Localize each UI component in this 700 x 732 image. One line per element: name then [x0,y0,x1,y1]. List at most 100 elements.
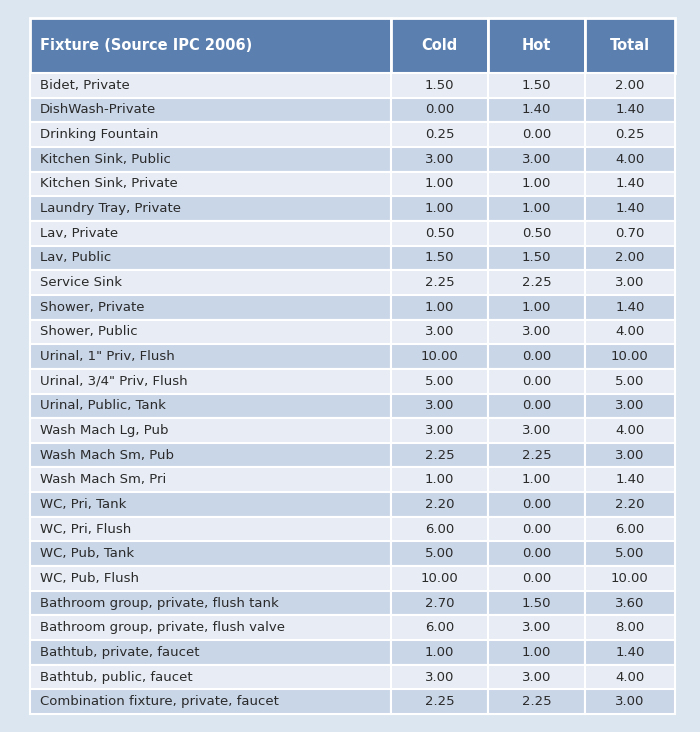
Text: 1.50: 1.50 [522,79,551,92]
Bar [584,147,675,171]
Text: Lav, Private: Lav, Private [40,227,118,240]
Bar [584,468,675,492]
Bar [584,665,675,690]
Bar [391,616,488,640]
Text: Lav, Public: Lav, Public [40,251,111,264]
Bar [584,344,675,369]
Bar [30,394,391,418]
Text: 0.00: 0.00 [522,498,551,511]
Bar [30,640,391,665]
Text: 0.00: 0.00 [522,350,551,363]
Bar [584,443,675,468]
Text: Hot: Hot [522,38,551,53]
Text: 8.00: 8.00 [615,621,645,634]
Text: 1.40: 1.40 [522,103,551,116]
Text: Drinking Fountain: Drinking Fountain [40,128,158,141]
Bar [391,566,488,591]
Text: 1.00: 1.00 [522,474,551,486]
Bar [584,73,675,97]
Bar [584,418,675,443]
Bar [584,566,675,591]
Text: Shower, Private: Shower, Private [40,301,144,314]
Text: 10.00: 10.00 [421,572,458,585]
Bar [391,369,488,394]
Bar [391,394,488,418]
Bar [584,369,675,394]
Bar [391,690,488,714]
Bar [391,665,488,690]
Bar [391,443,488,468]
Text: 0.50: 0.50 [425,227,454,240]
Text: 3.00: 3.00 [425,424,454,437]
Bar [30,73,391,97]
Text: 2.20: 2.20 [615,498,645,511]
Bar [488,690,584,714]
Text: Wash Mach Lg, Pub: Wash Mach Lg, Pub [40,424,169,437]
Bar [584,245,675,270]
Text: 4.00: 4.00 [615,153,645,165]
Bar [488,566,584,591]
Bar [584,616,675,640]
Text: Urinal, 3/4" Priv, Flush: Urinal, 3/4" Priv, Flush [40,375,188,388]
Text: 1.00: 1.00 [425,202,454,215]
Bar [488,591,584,616]
Bar [391,171,488,196]
Bar [584,270,675,295]
Bar [488,295,584,320]
Bar [30,492,391,517]
Bar [488,344,584,369]
Bar [488,97,584,122]
Bar [391,418,488,443]
Bar [488,640,584,665]
Bar [30,468,391,492]
Text: 2.25: 2.25 [425,695,454,708]
Text: 0.00: 0.00 [522,128,551,141]
Text: 0.00: 0.00 [522,572,551,585]
Text: 2.25: 2.25 [522,276,551,289]
Bar [488,147,584,171]
Text: Wash Mach Sm, Pub: Wash Mach Sm, Pub [40,449,174,462]
Text: WC, Pub, Flush: WC, Pub, Flush [40,572,139,585]
Bar [584,171,675,196]
Bar [391,640,488,665]
Bar [488,73,584,97]
Text: 3.60: 3.60 [615,597,645,610]
Text: Urinal, 1" Priv, Flush: Urinal, 1" Priv, Flush [40,350,175,363]
Bar [30,295,391,320]
Text: Wash Mach Sm, Pri: Wash Mach Sm, Pri [40,474,167,486]
Text: Shower, Public: Shower, Public [40,325,138,338]
Text: 4.00: 4.00 [615,671,645,684]
Bar [488,443,584,468]
Text: Laundry Tray, Private: Laundry Tray, Private [40,202,181,215]
Text: 2.00: 2.00 [615,251,645,264]
Text: 5.00: 5.00 [425,375,454,388]
Text: 3.00: 3.00 [522,153,551,165]
Bar [584,690,675,714]
Bar [391,492,488,517]
Bar [584,320,675,344]
Text: 0.00: 0.00 [522,375,551,388]
Bar [30,344,391,369]
Text: 6.00: 6.00 [425,621,454,634]
Bar [391,18,488,73]
Text: 3.00: 3.00 [615,276,645,289]
Bar [30,221,391,245]
Text: 2.70: 2.70 [425,597,454,610]
Bar [30,270,391,295]
Text: DishWash-Private: DishWash-Private [40,103,156,116]
Text: 2.00: 2.00 [615,79,645,92]
Text: 0.25: 0.25 [425,128,454,141]
Text: 2.25: 2.25 [522,449,551,462]
Text: Urinal, Public, Tank: Urinal, Public, Tank [40,400,166,412]
Bar [30,97,391,122]
Text: 1.00: 1.00 [425,646,454,659]
Text: 10.00: 10.00 [611,572,649,585]
Text: 0.00: 0.00 [522,548,551,560]
Text: 5.00: 5.00 [425,548,454,560]
Bar [584,196,675,221]
Text: 1.40: 1.40 [615,301,645,314]
Bar [488,122,584,147]
Text: 0.25: 0.25 [615,128,645,141]
Bar [488,369,584,394]
Bar [584,394,675,418]
